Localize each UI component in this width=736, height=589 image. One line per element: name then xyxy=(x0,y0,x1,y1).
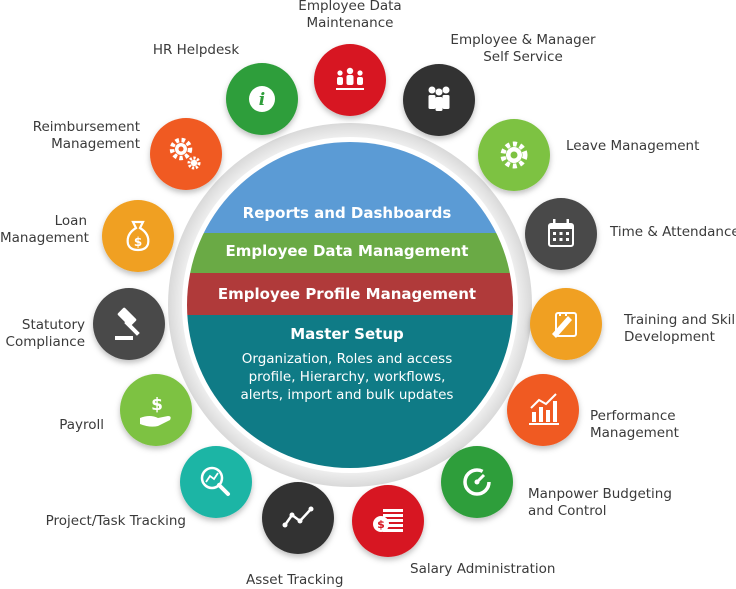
module-reimbursement-management[interactable] xyxy=(150,118,222,190)
money-bag-icon: $ xyxy=(126,220,150,252)
people-group-icon xyxy=(336,67,364,90)
label-leave-management: Leave Management xyxy=(566,138,700,154)
module-leave-management[interactable] xyxy=(478,119,550,191)
band-employee-profile-label: Employee Profile Management xyxy=(218,285,476,303)
module-payroll[interactable]: $ xyxy=(120,374,192,446)
module-time-attendance[interactable] xyxy=(525,198,597,270)
module-statutory-compliance[interactable] xyxy=(93,288,165,360)
module-performance-management[interactable] xyxy=(507,374,579,446)
line-graph-icon xyxy=(282,506,314,528)
money-icon: $ xyxy=(373,509,403,532)
hand-dollar-icon: $ xyxy=(140,395,171,427)
magnifier-chart-icon xyxy=(200,466,230,496)
label-asset-tracking: Asset Tracking xyxy=(246,572,344,588)
svg-text:$: $ xyxy=(134,235,142,249)
module-manpower-budgeting[interactable] xyxy=(441,446,513,518)
module-loan-management[interactable]: $ xyxy=(102,200,174,272)
label-payroll: Payroll xyxy=(59,417,104,433)
module-employee-data-maintenance[interactable] xyxy=(314,44,386,116)
gauge-icon xyxy=(463,468,491,496)
module-asset-tracking[interactable] xyxy=(262,482,334,554)
pencil-note-icon xyxy=(552,312,577,338)
svg-text:i: i xyxy=(259,90,265,110)
team-icon xyxy=(428,86,450,111)
module-employee-manager-self-service[interactable] xyxy=(403,64,475,136)
master-setup-title: Master Setup xyxy=(290,325,404,343)
band-employee-data-label: Employee Data Management xyxy=(226,242,469,260)
info-icon: i xyxy=(249,86,275,112)
svg-text:$: $ xyxy=(377,518,385,531)
master-setup-line-1: Organization, Roles and access xyxy=(242,351,452,367)
label-training-skill-development: Training and Skill Development xyxy=(624,312,736,345)
band-employee-profile xyxy=(187,273,513,315)
module-hr-helpdesk[interactable]: i xyxy=(226,63,298,135)
master-setup-line-2: profile, Hierarchy, workflows, xyxy=(249,369,446,385)
module-project-task-tracking[interactable] xyxy=(180,446,252,518)
label-reimbursement-management: Reimbursement Management xyxy=(32,119,140,152)
label-manpower-budgeting: Manpower Budgeting and Control xyxy=(528,486,672,519)
label-statutory-compliance: Statutory Compliance xyxy=(5,317,85,350)
module-training-skill-development[interactable] xyxy=(530,288,602,360)
gears-icon xyxy=(169,137,201,170)
label-salary-administration: Salary Administration xyxy=(410,561,556,577)
label-employee-manager-self-service: Employee & Manager Self Service xyxy=(450,32,596,65)
label-employee-data-maintenance: Employee Data Maintenance xyxy=(298,0,402,31)
bar-chart-icon xyxy=(529,393,559,425)
module-salary-administration[interactable]: $ xyxy=(352,485,424,557)
label-project-task-tracking: Project/Task Tracking xyxy=(45,513,186,529)
band-reports-label: Reports and Dashboards xyxy=(243,204,452,222)
label-loan-management: Loan Management xyxy=(0,213,89,246)
label-hr-helpdesk: HR Helpdesk xyxy=(152,42,240,58)
module-circles: $ $ xyxy=(93,44,602,557)
svg-text:$: $ xyxy=(151,395,163,415)
master-setup-line-3: alerts, import and bulk updates xyxy=(241,387,454,403)
calendar-icon xyxy=(548,219,574,247)
label-time-attendance: Time & Attendance xyxy=(610,224,736,240)
gear-icon xyxy=(500,141,528,169)
band-employee-data xyxy=(187,233,513,273)
label-performance-management: Performance Management xyxy=(590,408,679,441)
gavel-icon xyxy=(115,307,140,340)
